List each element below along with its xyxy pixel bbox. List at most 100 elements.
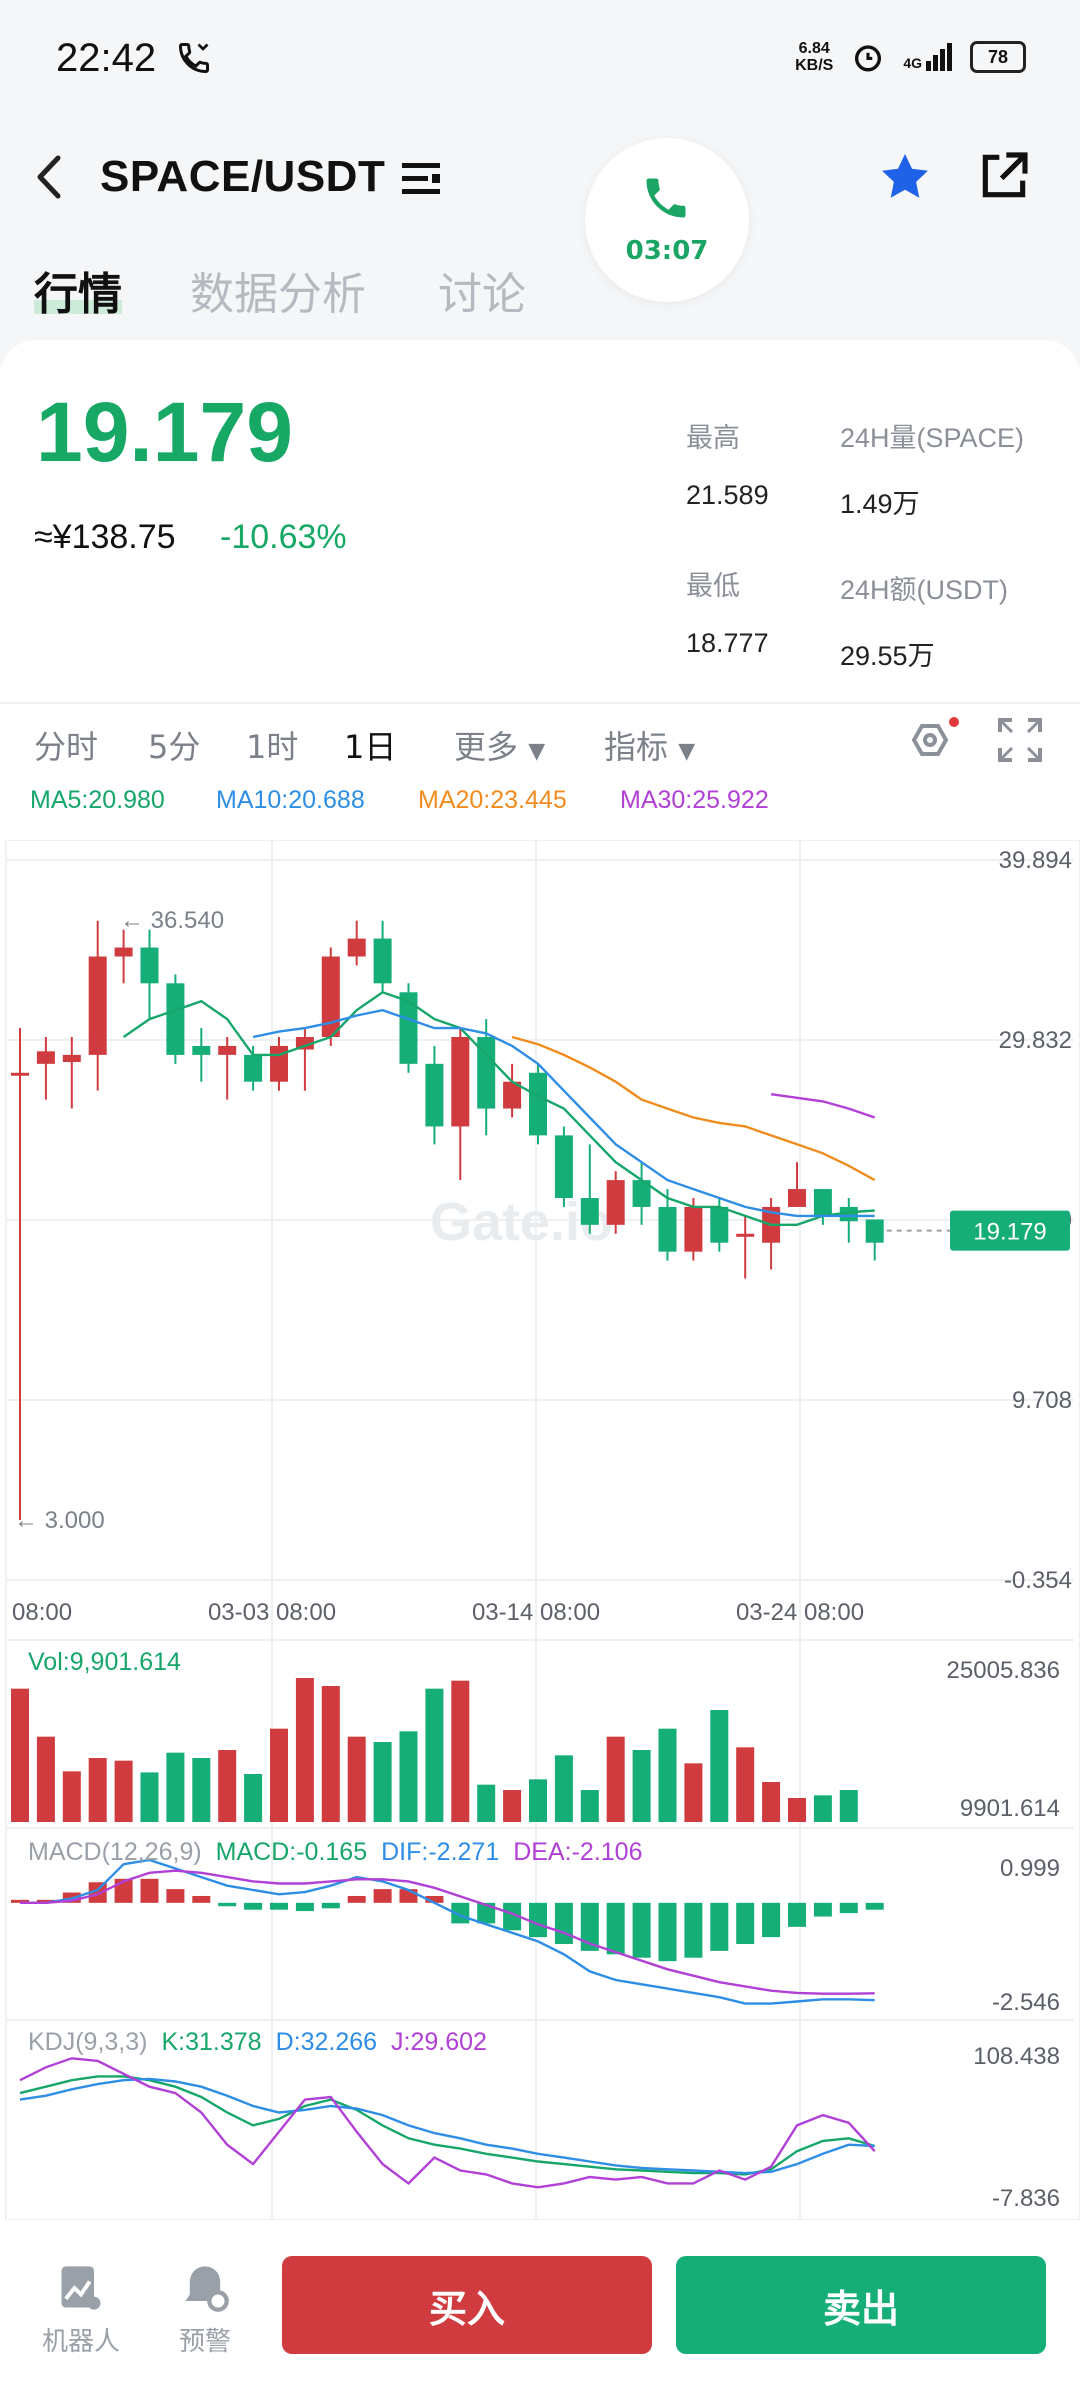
signal-type: 4G [903, 55, 922, 71]
candle-body [529, 1072, 547, 1136]
net-speed: 6.84 KB/S [795, 40, 833, 74]
volume-bar [684, 1763, 703, 1822]
volume-bar [62, 1771, 81, 1822]
dif-value: DIF:-2.271 [381, 1838, 500, 1866]
battery-icon: 78 [970, 41, 1026, 73]
candle-body [321, 956, 340, 1037]
macd-tick-min: -2.546 [992, 1989, 1060, 2016]
volume-bar [451, 1680, 470, 1822]
candle-body [166, 983, 185, 1055]
ma-line-ma30 [770, 1093, 876, 1119]
candle-body [658, 1206, 677, 1252]
vol-value: 1.49万 [840, 489, 920, 519]
amount-label: 24H额(USDT) [840, 575, 1009, 605]
candle-body [425, 1063, 444, 1127]
caret-down-icon: ▼ [528, 739, 546, 764]
macd-histogram-bar [270, 1902, 288, 1910]
tab-discussion[interactable]: 讨论 [438, 269, 526, 320]
macd-histogram-bar [477, 1902, 496, 1924]
period-more[interactable]: 更多 ▼ [454, 722, 545, 768]
volume-bar [503, 1790, 522, 1822]
macd-histogram-bar [321, 1902, 340, 1909]
macd-histogram-bar [503, 1902, 522, 1931]
robot-label: 机器人 [41, 2327, 120, 2357]
ma-line-ma5 [122, 990, 875, 1226]
status-time: 22:42 [56, 36, 157, 80]
y-tick-label: 9.708 [1012, 1387, 1072, 1414]
pair-title[interactable]: SPACE/USDT [100, 152, 386, 201]
chart-frame [5, 840, 1080, 2220]
phone-call-icon [178, 43, 209, 74]
kdj-line-j [19, 2057, 876, 2189]
back-arrow-icon[interactable] [32, 152, 66, 202]
pair-menu-icon[interactable] [400, 160, 442, 198]
macd-histogram-bar [736, 1902, 755, 1944]
tab-market[interactable]: 行情 [34, 269, 122, 320]
y-tick-label: 29.832 [999, 1027, 1072, 1054]
x-tick-label: 03-03 08:00 [208, 1599, 336, 1626]
volume-bar [11, 1688, 29, 1822]
amount-value: 29.55万 [840, 641, 935, 671]
ongoing-call-icon[interactable] [640, 172, 692, 224]
period-1h[interactable]: 1时 [246, 728, 299, 766]
candle-body [477, 1036, 496, 1109]
tab-active-indicator [34, 300, 122, 314]
candle-body [270, 1045, 288, 1082]
caret-down-icon: ▼ [678, 739, 696, 764]
volume-bar [762, 1782, 781, 1822]
macd-histogram-bar [710, 1902, 729, 1951]
macd-histogram-bar [865, 1902, 884, 1910]
kline-chart[interactable]: 39.89429.83219.7709.708-0.35408:0003-03 … [0, 840, 1080, 2220]
share-external-icon[interactable] [976, 148, 1032, 204]
kdj-legend: KDJ(9,3,3) K:31.378 D:32.266 J:29.602 [28, 2028, 487, 2057]
volume-bar [839, 1790, 858, 1822]
chart-settings-icon[interactable] [902, 714, 962, 766]
indicator-menu-label: 指标 [604, 728, 669, 766]
tab-data-analysis[interactable]: 数据分析 [190, 269, 366, 320]
x-tick-label: 03-24 08:00 [736, 1599, 864, 1626]
macd-histogram-bar [606, 1902, 625, 1955]
call-bubble[interactable] [585, 138, 749, 302]
macd-histogram-bar [192, 1895, 211, 1903]
alarm-icon [855, 45, 882, 72]
macd-histogram-bar [762, 1902, 781, 1938]
volume-bar [425, 1688, 444, 1822]
fullscreen-icon[interactable] [996, 716, 1044, 764]
kdj-line-d [19, 2077, 875, 2175]
volume-bar [813, 1795, 832, 1822]
favorite-star-icon[interactable] [876, 148, 934, 206]
alert-bell-icon [185, 2266, 229, 2312]
period-5min[interactable]: 5分 [148, 728, 201, 766]
market-card [0, 340, 1080, 2400]
low-value: 18.777 [686, 628, 769, 658]
signal-icon: 4G [903, 43, 952, 71]
ma10-label: MA10:20.688 [216, 786, 365, 815]
vol-title: Vol:9,901.614 [28, 1648, 181, 1676]
candle-body [684, 1206, 703, 1252]
robot-tool[interactable]: 机器人 [36, 2262, 126, 2358]
macd-histogram-bar [295, 1902, 314, 1912]
macd-histogram-bar [373, 1889, 392, 1903]
candle-body [736, 1233, 755, 1237]
period-timeshare[interactable]: 分时 [34, 728, 99, 766]
indicator-menu[interactable]: 指标 ▼ [604, 722, 695, 768]
alert-tool[interactable]: 预警 [160, 2262, 250, 2358]
ma5-value: MA5:20.980 [30, 786, 165, 814]
ma-line-ma20 [511, 1035, 876, 1182]
macd-line-dif [20, 1858, 875, 2005]
net-speed-unit: KB/S [795, 57, 834, 74]
volume-bar [658, 1728, 677, 1822]
candle-body [813, 1189, 832, 1216]
buy-button[interactable]: 买入 [282, 2256, 652, 2354]
macd-histogram-bar [658, 1902, 677, 1962]
macd-histogram-bar [632, 1902, 651, 1958]
candle-body [88, 956, 107, 1055]
net-speed-value: 6.84 [798, 40, 830, 57]
ma-line-ma10 [252, 1008, 875, 1218]
period-1d[interactable]: 1日 [344, 728, 397, 766]
macd-legend: MACD(12,26,9) MACD:-0.165 DIF:-2.271 DEA… [28, 1838, 642, 1867]
macd-line-dea [20, 1869, 875, 1995]
sell-button[interactable]: 卖出 [676, 2256, 1046, 2354]
macd-histogram-bar [36, 1899, 55, 1903]
volume-bar [632, 1750, 651, 1822]
